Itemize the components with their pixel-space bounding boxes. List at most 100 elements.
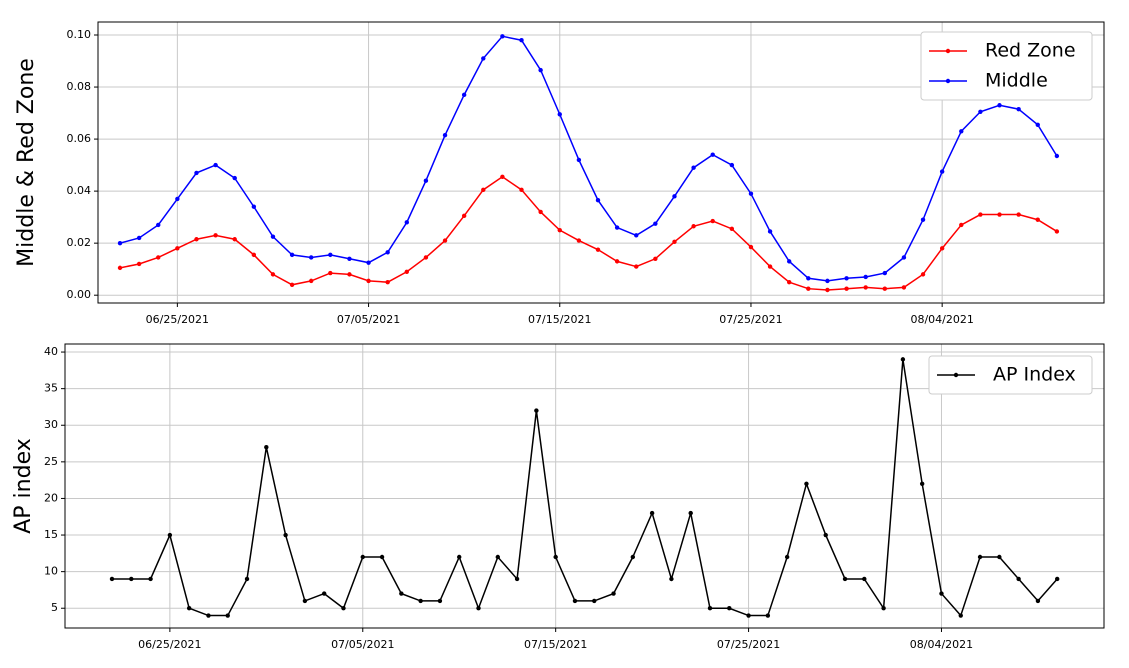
- subplot: 5 10 15 20 25 30 35 40 06/25/2021 07/05/2021 07/15…: [11, 343, 1105, 651]
- data-point: [825, 287, 830, 293]
- data-point: [194, 170, 199, 176]
- y-tick-label: 30: [44, 418, 58, 431]
- x-tick-label: 07/25/2021: [719, 313, 782, 326]
- data-point: [804, 481, 809, 487]
- x-tick-label: 07/15/2021: [528, 313, 591, 326]
- data-point: [767, 264, 773, 269]
- data-point: [939, 169, 945, 174]
- data-point: [748, 191, 754, 196]
- data-point: [328, 252, 333, 258]
- data-point: [366, 260, 371, 265]
- data-point: [1035, 598, 1041, 604]
- data-point: [881, 606, 886, 611]
- data-point: [710, 218, 715, 224]
- data-point: [136, 235, 142, 241]
- legend-label: AP Index: [993, 364, 1076, 386]
- data-point: [1054, 229, 1060, 234]
- data-point: [691, 224, 696, 229]
- data-point: [399, 591, 404, 596]
- data-point: [653, 221, 658, 226]
- series-line: [112, 359, 1058, 618]
- data-point: [634, 233, 639, 238]
- data-point: [920, 272, 926, 277]
- data-point: [727, 606, 732, 611]
- y-tick-label: 0.00: [67, 288, 92, 301]
- data-point: [919, 481, 925, 487]
- y-tick-label: 0.04: [67, 184, 92, 197]
- data-point: [500, 34, 505, 39]
- data-point: [194, 237, 199, 242]
- data-point: [787, 279, 792, 285]
- data-point: [842, 576, 848, 582]
- data-point: [746, 613, 751, 618]
- data-point: [825, 278, 830, 284]
- legend-box: [928, 355, 1093, 395]
- y-tick-label: 0.02: [67, 236, 92, 249]
- data-point: [901, 285, 907, 290]
- y-tick-label: 15: [44, 528, 58, 541]
- data-point: [844, 286, 849, 291]
- data-point: [882, 286, 887, 291]
- data-point: [385, 279, 390, 285]
- data-point: [691, 165, 696, 170]
- data-point: [672, 194, 677, 199]
- y-tick-label: 0.10: [67, 28, 92, 41]
- x-tick-label: 07/15/2021: [524, 638, 587, 651]
- data-point: [748, 244, 754, 250]
- data-point: [148, 576, 153, 582]
- data-point: [669, 576, 674, 582]
- data-point: [882, 270, 887, 276]
- x-tick-label: 07/05/2021: [337, 313, 400, 326]
- data-point: [457, 554, 462, 560]
- y-tick-label: 0.06: [67, 132, 92, 145]
- y-tick-label: 35: [44, 382, 58, 395]
- y-axis-label: Middle & Red Zone: [14, 58, 39, 267]
- data-point: [404, 269, 409, 274]
- data-point: [823, 532, 828, 538]
- legend-label: Middle: [985, 70, 1048, 92]
- series-line: [119, 175, 1058, 291]
- data-point: [519, 187, 524, 193]
- data-point: [461, 92, 467, 98]
- data-point: [270, 272, 276, 277]
- data-point: [109, 576, 115, 582]
- data-point: [481, 56, 486, 61]
- data-point: [1035, 122, 1040, 127]
- data-point: [232, 237, 237, 242]
- data-point: [302, 598, 308, 604]
- data-point: [977, 554, 983, 560]
- data-point: [341, 606, 346, 611]
- plot-frame: [97, 21, 1105, 304]
- data-point: [167, 532, 173, 538]
- data-point: [283, 532, 288, 538]
- data-point: [321, 591, 327, 596]
- data-point: [765, 613, 771, 618]
- data-point: [328, 270, 333, 276]
- y-tick-label: 40: [44, 345, 58, 358]
- data-point: [232, 175, 237, 181]
- data-point: [385, 250, 390, 255]
- data-point: [806, 276, 811, 281]
- data-point: [1016, 576, 1021, 582]
- data-point: [476, 606, 481, 611]
- data-point: [959, 129, 964, 134]
- data-point: [206, 613, 211, 618]
- data-point: [213, 233, 218, 238]
- data-point: [461, 213, 467, 219]
- data-point: [614, 225, 620, 230]
- data-point: [1055, 576, 1060, 582]
- data-point: [611, 591, 616, 596]
- data-point: [576, 157, 582, 163]
- data-point: [186, 606, 192, 611]
- data-point: [806, 286, 811, 291]
- data-point: [958, 613, 963, 618]
- data-point: [939, 246, 945, 251]
- data-point: [557, 112, 562, 117]
- data-point: [595, 198, 601, 203]
- data-point: [244, 576, 250, 582]
- data-point: [900, 357, 906, 362]
- x-tick-label: 08/04/2021: [910, 638, 973, 651]
- data-point: [379, 554, 385, 560]
- data-point: [978, 109, 983, 114]
- data-point: [710, 152, 715, 157]
